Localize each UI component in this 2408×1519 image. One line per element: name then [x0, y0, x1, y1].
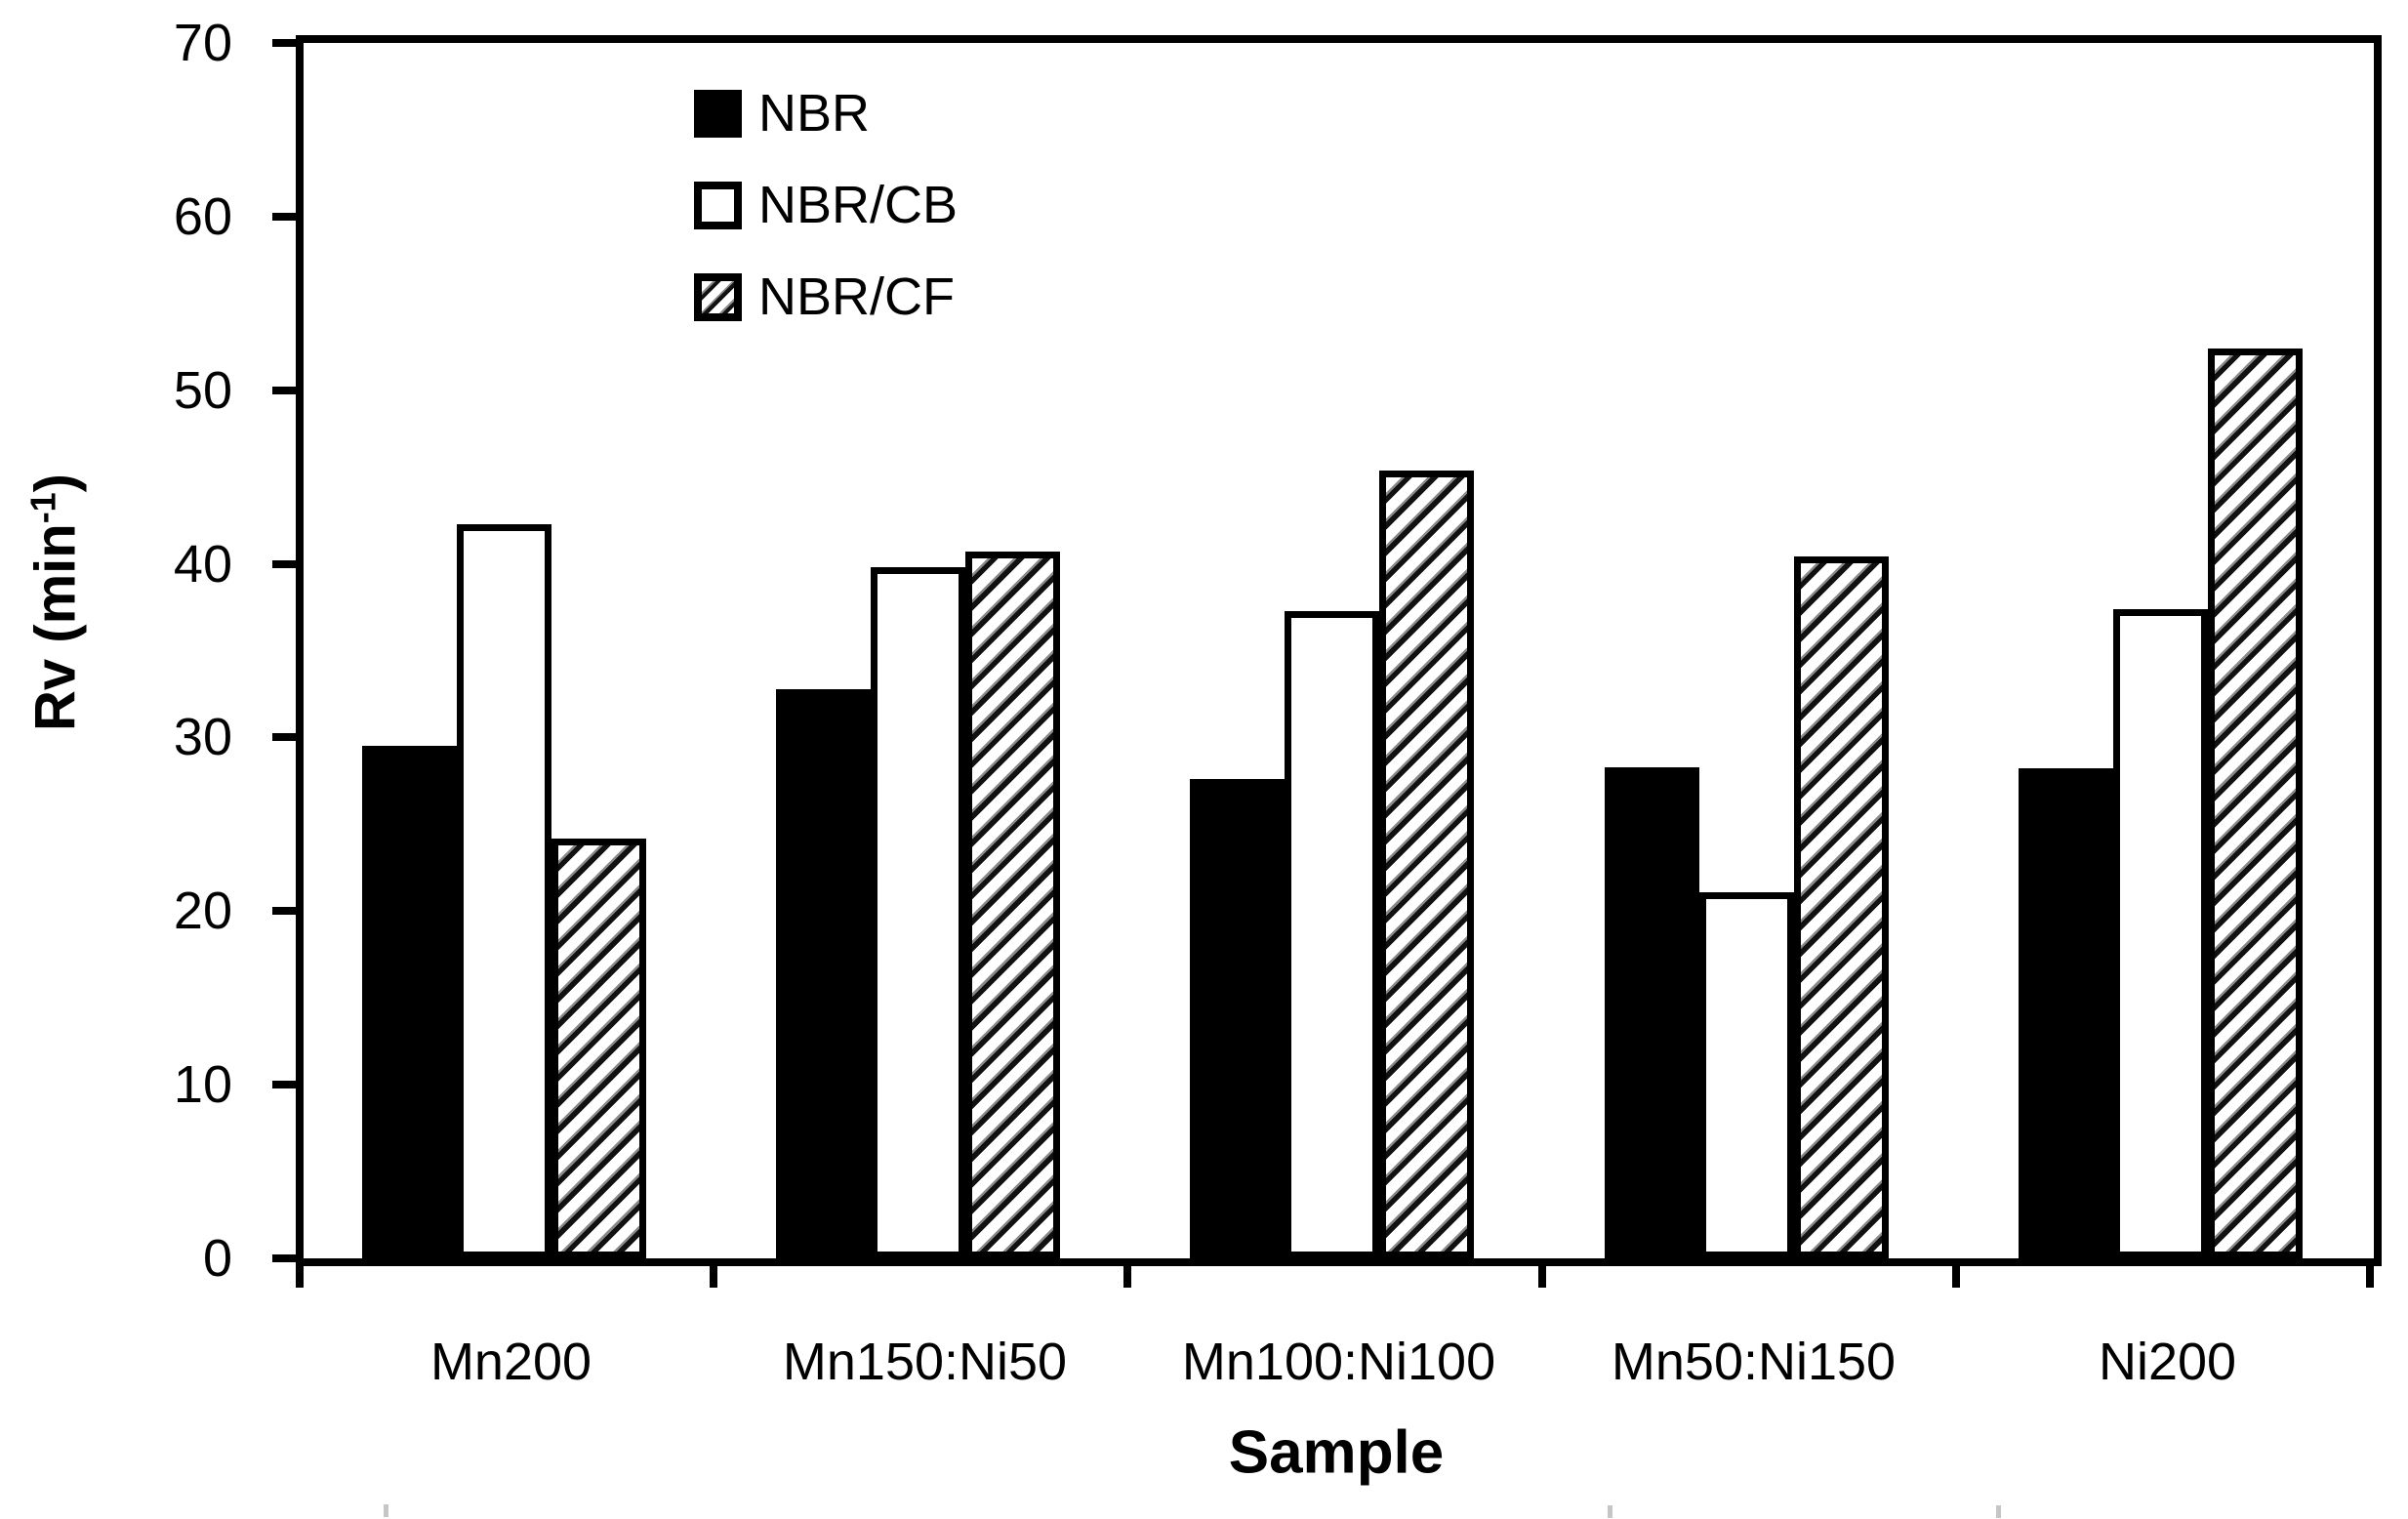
bar-NBR-CF-Mn200: [551, 839, 646, 1258]
y-axis-title: Rv (min-1): [22, 473, 88, 731]
x-axis-title: Sample: [1228, 1418, 1445, 1487]
legend-label-NBR: NBR: [758, 84, 871, 143]
x-category-label-Ni200: Ni200: [2098, 1333, 2237, 1391]
y-axis-title-text: Rv (min: [23, 523, 88, 731]
bar-NBR-CB-Mn150-Ni50: [871, 567, 965, 1258]
y-axis-title-close: ): [23, 473, 88, 493]
x-tick-3: [1538, 1262, 1546, 1288]
bar-NBR-CF-Mn150-Ni50: [965, 552, 1060, 1258]
y-tick-label-40: 40: [173, 535, 232, 594]
legend-label-NBR-CB: NBR/CB: [758, 176, 959, 234]
legend-marker-hatched-icon: [694, 273, 742, 321]
legend-label-NBR-CF: NBR/CF: [758, 267, 955, 326]
scan-artifact: [1608, 1505, 1612, 1518]
x-category-label-Mn200: Mn200: [429, 1333, 592, 1391]
bar-NBR-CF-Ni200: [2208, 349, 2303, 1258]
legend-marker-solid-black-icon: [694, 90, 742, 138]
legend-marker-white-outlined-icon: [694, 182, 742, 229]
y-axis-title-superscript: -1: [22, 492, 63, 524]
x-tick-1: [710, 1262, 717, 1288]
bar-NBR-CB-Ni200: [2113, 609, 2208, 1258]
y-tick-label-70: 70: [173, 14, 232, 72]
bar-NBR-CF-Mn50-Ni150: [1794, 556, 1889, 1258]
bar-NBR-CB-Mn100-Ni100: [1285, 611, 1379, 1258]
y-tick-label-20: 20: [173, 882, 232, 940]
y-tick-30: [272, 733, 296, 741]
plot-area: NBR NBR/CB NBR/CF: [296, 35, 2382, 1266]
bar-NBR-CF-Mn100-Ni100: [1379, 471, 1474, 1258]
scan-artifact: [1996, 1505, 2001, 1518]
bar-NBR-CB-Mn50-Ni150: [1699, 892, 1794, 1258]
bar-NBR-Mn50-Ni150: [1605, 767, 1699, 1258]
x-tick-4: [1952, 1262, 1960, 1288]
bar-NBR-Ni200: [2019, 768, 2113, 1258]
bar-NBR-Mn150-Ni50: [776, 689, 871, 1258]
y-tick-label-60: 60: [173, 187, 232, 246]
y-tick-60: [272, 213, 296, 221]
y-tick-10: [272, 1081, 296, 1088]
x-tick-2: [1123, 1262, 1131, 1288]
y-tick-70: [272, 39, 296, 47]
x-tick-0: [296, 1262, 304, 1288]
scan-artifact: [384, 1504, 388, 1517]
y-tick-20: [272, 907, 296, 915]
bar-NBR-Mn200: [362, 746, 457, 1258]
x-tick-5: [2366, 1262, 2374, 1288]
x-category-label-Mn100-Ni100: Mn100:Ni100: [1181, 1333, 1496, 1391]
x-category-label-Mn50-Ni150: Mn50:Ni150: [1611, 1333, 1897, 1391]
y-tick-40: [272, 560, 296, 568]
x-category-label-Mn150-Ni50: Mn150:Ni50: [782, 1333, 1068, 1391]
y-tick-label-30: 30: [173, 708, 232, 766]
bar-NBR-Mn100-Ni100: [1190, 779, 1285, 1258]
y-tick-label-10: 10: [173, 1055, 232, 1114]
bar-NBR-CB-Mn200: [457, 524, 551, 1258]
y-tick-50: [272, 387, 296, 394]
y-tick-label-50: 50: [173, 361, 232, 420]
y-tick-label-0: 0: [202, 1229, 232, 1288]
y-tick-0: [272, 1254, 296, 1262]
